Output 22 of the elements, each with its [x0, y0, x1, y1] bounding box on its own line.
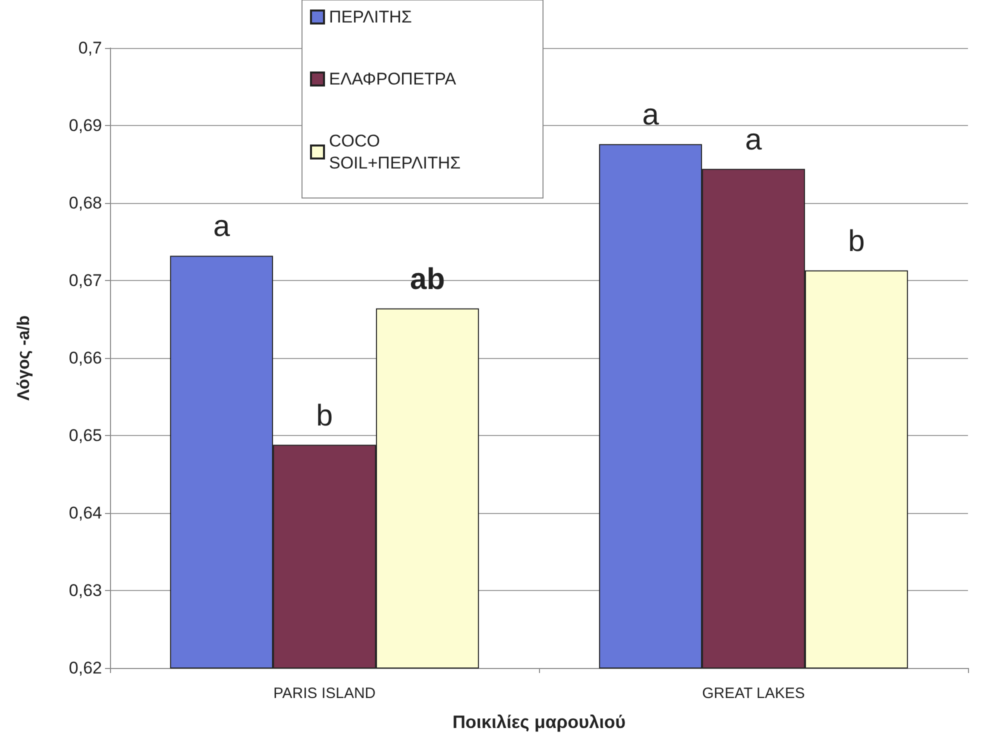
y-tick-label: 0,66 — [68, 348, 102, 368]
y-tick-label: 0,65 — [68, 426, 102, 445]
annotation: a — [745, 123, 762, 156]
annotation: b — [316, 399, 333, 432]
annotation: a — [642, 98, 660, 132]
legend-label: COCO SOIL+ΠΕΡΛΙΤΗΣ — [329, 132, 461, 172]
y-axis-title: Λόγος -a/b — [14, 315, 33, 401]
annotation: ab — [410, 262, 445, 296]
y-tick-label: 0,64 — [68, 504, 102, 522]
y-tick-label: 0,68 — [68, 194, 102, 212]
y-tick-label: 0,63 — [68, 581, 102, 600]
x-tick-label: GREAT LAKES — [702, 685, 805, 702]
x-axis-title: Ποικιλίες μαρουλιού — [452, 712, 626, 732]
legend-label: ΕΛΑΦΡΟΠΕΤΡΑ — [329, 70, 457, 88]
y-tick-label: 0,69 — [68, 116, 102, 135]
y-tick-label: 0,7 — [78, 38, 102, 58]
y-tick-label: 0,62 — [68, 658, 102, 678]
legend-label: ΠΕΡΛΙΤΗΣ — [329, 8, 412, 26]
annotation: b — [848, 224, 865, 258]
x-tick-label: PARIS ISLAND — [273, 685, 376, 702]
y-tick-label: 0,67 — [68, 271, 102, 290]
annotation: a — [213, 210, 230, 244]
